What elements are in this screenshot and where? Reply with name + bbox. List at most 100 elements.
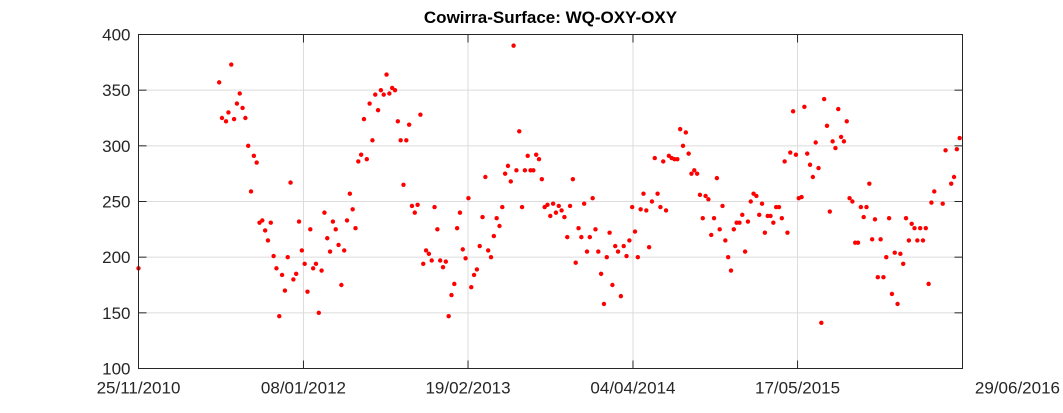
data-point <box>929 200 934 205</box>
data-point <box>409 203 415 209</box>
data-point <box>788 150 793 155</box>
data-point <box>562 214 567 220</box>
y-axis-ticks: 100 150 200 250 300 350 400 <box>102 26 963 379</box>
data-point <box>570 177 576 182</box>
data-point <box>652 155 657 161</box>
data-point <box>861 214 866 220</box>
data-point <box>279 272 285 278</box>
data-point <box>813 140 818 145</box>
data-point <box>378 87 384 93</box>
data-point <box>768 213 773 219</box>
y-tick-label: 250 <box>102 193 130 212</box>
x-tick-label: 29/06/2016 <box>975 379 1060 398</box>
data-point <box>892 250 897 255</box>
data-point <box>519 204 525 210</box>
data-point <box>771 220 776 225</box>
data-point <box>265 238 271 243</box>
data-point <box>757 212 762 218</box>
data-point <box>322 210 327 215</box>
x-tick-label: 17/05/2015 <box>755 379 840 398</box>
data-point <box>254 160 259 165</box>
data-point <box>686 151 691 156</box>
x-axis-ticks: 25/11/2010 08/01/2012 19/02/2013 04/04/2014… <box>97 34 1060 398</box>
data-point <box>282 288 288 293</box>
data-point <box>836 106 841 112</box>
data-point <box>926 281 931 287</box>
data-point <box>706 197 711 202</box>
data-point <box>285 254 290 260</box>
data-point <box>805 151 810 156</box>
data-point <box>912 226 917 231</box>
data-point <box>299 248 305 253</box>
data-point <box>469 285 474 290</box>
data-point <box>463 256 468 261</box>
data-point <box>471 272 477 278</box>
data-point <box>779 216 785 221</box>
data-point <box>251 153 257 159</box>
data-point <box>432 204 437 210</box>
data-point <box>587 234 593 240</box>
data-point <box>248 189 254 194</box>
data-point <box>412 210 417 215</box>
data-point <box>229 62 234 67</box>
data-point <box>437 258 443 263</box>
data-point <box>429 258 434 263</box>
data-point <box>762 230 768 235</box>
data-point <box>398 138 403 143</box>
data-point <box>629 204 635 210</box>
data-point <box>661 159 666 164</box>
grid-lines <box>138 34 963 369</box>
data-point <box>581 201 587 206</box>
data-point <box>497 223 502 229</box>
data-point <box>847 195 852 201</box>
data-point <box>709 232 714 238</box>
x-tick-label: 19/02/2013 <box>425 379 510 398</box>
data-point <box>596 249 601 254</box>
data-point <box>932 189 937 194</box>
data-point <box>305 289 310 294</box>
data-point <box>440 264 446 270</box>
data-point <box>446 313 451 319</box>
data-point <box>793 152 799 157</box>
data-point <box>717 227 722 232</box>
data-point <box>452 281 457 287</box>
data-point <box>700 216 705 221</box>
data-point <box>940 201 945 206</box>
data-point <box>824 123 830 128</box>
data-point <box>886 216 892 221</box>
data-point <box>590 195 595 201</box>
data-point <box>336 242 341 248</box>
data-point <box>884 254 889 260</box>
data-point <box>881 275 886 280</box>
data-point <box>954 146 960 152</box>
data-point <box>370 138 375 143</box>
data-point <box>243 115 248 121</box>
data-point <box>703 193 708 199</box>
data-point <box>556 203 561 209</box>
data-point <box>274 266 279 271</box>
x-tick-label: 08/01/2012 <box>261 379 346 398</box>
data-point <box>627 238 632 243</box>
data-point <box>339 282 344 288</box>
data-point <box>618 293 624 299</box>
data-point <box>347 191 353 196</box>
data-point <box>957 135 962 141</box>
data-point <box>356 159 361 164</box>
data-point <box>435 227 440 232</box>
y-tick-label: 400 <box>102 26 130 45</box>
data-point <box>748 199 753 204</box>
data-point <box>404 138 409 143</box>
data-point <box>313 261 319 267</box>
data-point <box>646 244 652 250</box>
data-point <box>392 87 398 93</box>
data-point <box>508 179 513 184</box>
data-point <box>607 230 612 235</box>
data-point <box>288 180 293 185</box>
data-point <box>291 277 296 282</box>
data-point <box>802 104 807 110</box>
data-point <box>539 177 545 182</box>
data-point <box>723 238 728 243</box>
data-point <box>844 119 849 124</box>
data-point <box>384 72 389 77</box>
data-point <box>226 110 231 115</box>
